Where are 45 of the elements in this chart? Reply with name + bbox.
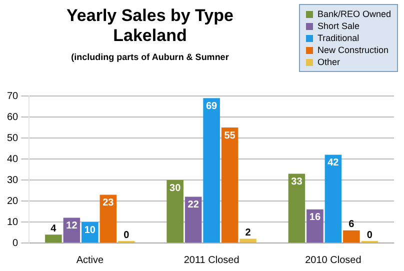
data-label: 30 — [170, 182, 182, 194]
legend-label: Other — [317, 56, 340, 68]
y-tick-label: 0 — [12, 238, 19, 249]
data-label: 55 — [224, 130, 236, 142]
y-tick-label: 30 — [7, 174, 19, 186]
bar — [240, 238, 256, 242]
bar — [306, 209, 324, 242]
y-tick-label: 40 — [7, 154, 19, 165]
legend-label: Traditional — [317, 32, 360, 44]
data-label: 10 — [84, 224, 96, 236]
bar — [184, 196, 202, 242]
y-tick-label: 20 — [7, 196, 19, 207]
data-label: 0 — [366, 230, 373, 241]
data-label: 12 — [66, 220, 78, 232]
data-label: 22 — [188, 200, 200, 211]
text: (including parts of Auburn & Sumner — [70, 52, 230, 62]
bar — [166, 180, 184, 242]
data-label: 42 — [328, 158, 340, 169]
y-tick-label: 60 — [7, 112, 19, 123]
bar — [100, 194, 117, 242]
bar — [45, 234, 62, 242]
data-label: 33 — [291, 176, 303, 188]
data-label: 0 — [124, 230, 130, 241]
bar — [343, 230, 360, 242]
chart-title: Yearly Sales by Type — [66, 6, 234, 26]
y-tick-label: 50 — [7, 132, 19, 144]
legend-label: New Construction — [317, 44, 388, 56]
bar — [221, 128, 238, 242]
data-label: 4 — [50, 223, 57, 234]
x-tick-label: 2010 Closed — [305, 254, 362, 266]
x-tick-label: Active — [76, 254, 104, 266]
legend-label: Bank/REO Owned — [317, 8, 391, 20]
data-label: 6 — [348, 219, 355, 230]
data-label: 23 — [102, 197, 114, 208]
y-tick-label: 70 — [7, 90, 19, 102]
chart-subtitle: Lakeland — [112, 26, 188, 46]
data-label: 69 — [206, 100, 218, 112]
y-tick-label: 10 — [7, 216, 19, 228]
bar — [288, 174, 306, 242]
data-label: 16 — [309, 212, 321, 224]
legend-label: Short Sale — [317, 20, 360, 32]
bar — [203, 98, 220, 242]
bar — [324, 154, 342, 242]
x-tick-label: 2011 Closed — [184, 254, 240, 266]
data-label: 2 — [245, 228, 252, 239]
